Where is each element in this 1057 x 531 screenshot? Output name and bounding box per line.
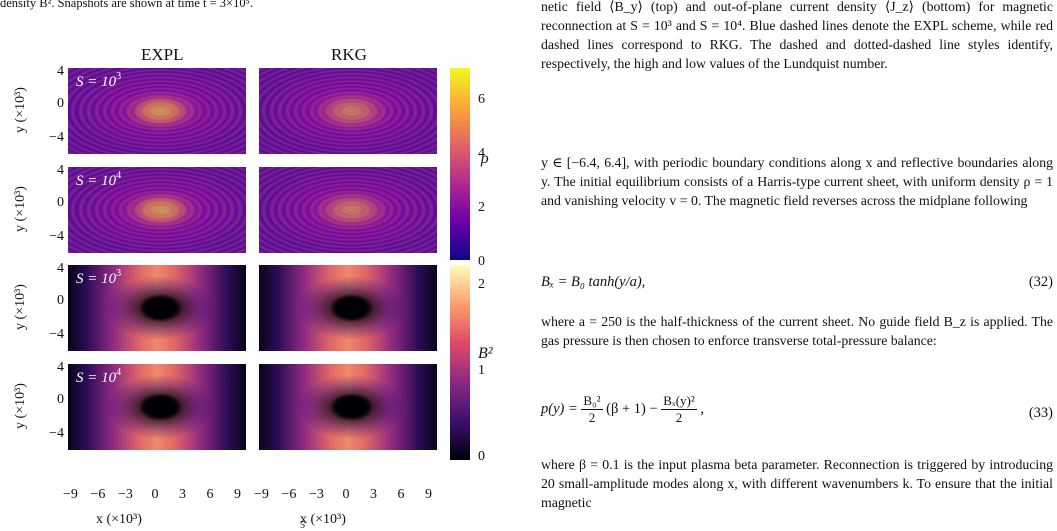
y-axis-label: y (×10³) <box>12 284 28 330</box>
colorbar-tick-label: 0 <box>478 449 485 464</box>
panel-rho-low-rkg <box>259 68 437 154</box>
y-tick-label: −4 <box>49 130 64 145</box>
paragraph-3-text: where β = 0.1 is the input plasma beta p… <box>541 457 1053 510</box>
panel-label-exponent: 3 <box>116 268 122 279</box>
equation-33-lhs: p(y) = <box>541 401 578 417</box>
x-axis-label-right: x (×10³) <box>300 512 346 527</box>
paragraph-2-text: where a = 250 is the half-thickness of t… <box>541 314 1053 348</box>
panel-B2-low-expl: S = 103 <box>68 265 246 351</box>
y-axis-label: y (×10³) <box>12 87 28 133</box>
panel-B2-high-expl: S = 104 <box>68 364 246 450</box>
frac2-denominator: 2 <box>675 410 683 425</box>
y-axis-label: y (×10³) <box>12 186 28 232</box>
x-tick-label: 9 <box>425 487 432 502</box>
x-tick-label: 3 <box>179 487 186 502</box>
column-title-rkg: RKG <box>331 45 367 64</box>
panel-label-exponent: 4 <box>116 170 122 181</box>
right-caption-text: netic field ⟨B_y⟩ (top) and out-of-plane… <box>541 0 1053 71</box>
x-tick-label: 6 <box>206 487 214 502</box>
colorbar-tick-label: 2 <box>478 200 485 215</box>
x-tick-label: −9 <box>63 487 78 502</box>
equation-32-body: Bₓ = B₀ tanh(y/a), <box>541 274 646 290</box>
paragraph-1-text: y ∈ [−6.4, 6.4], with periodic boundary … <box>541 155 1053 208</box>
x-tick-label: 6 <box>397 487 405 502</box>
frac2-numerator: Bₓ(y)² <box>661 393 697 410</box>
paragraph-2: where a = 250 is the half-thickness of t… <box>541 312 1053 350</box>
y-tick-label: 4 <box>57 64 64 79</box>
x-tick-label: −3 <box>309 487 324 502</box>
x-tick-label: −6 <box>281 487 297 502</box>
bottom-caption-fragment: 5 <box>300 520 305 531</box>
right-caption: netic field ⟨B_y⟩ (top) and out-of-plane… <box>541 0 1053 73</box>
x-tick-label: −9 <box>254 487 269 502</box>
colorbar-tick-label: 4 <box>478 146 485 161</box>
frac1-numerator: B₀² <box>581 393 603 410</box>
colorbar-rho <box>450 68 470 260</box>
y-tick-label: 0 <box>57 195 64 210</box>
panel-label: S = 104 <box>76 170 121 190</box>
equation-33-fraction-2: Bₓ(y)² 2 <box>661 393 697 426</box>
panel-B2-high-rkg <box>259 364 437 450</box>
x-tick-label: 0 <box>342 487 350 502</box>
panel-rho-high-rkg <box>259 167 437 253</box>
panel-label-main: S = 10 <box>76 271 117 287</box>
x-tick-label: −6 <box>90 487 106 502</box>
colorbar-b2 <box>450 265 470 460</box>
y-tick-label: 4 <box>57 261 64 276</box>
x-tick-label: 3 <box>370 487 377 502</box>
y-tick-label: 4 <box>57 360 64 375</box>
panel-label: S = 103 <box>76 71 121 91</box>
y-axis-label: y (×10³) <box>12 383 28 429</box>
equation-32-number: (32) <box>1028 274 1053 290</box>
y-tick-label: 4 <box>57 163 64 178</box>
colorbar-tick-label: 1 <box>478 363 485 378</box>
colorbar-tick-label: 6 <box>478 92 485 107</box>
colorbar-b2-label: B² <box>478 345 493 362</box>
panel-B2-low-rkg <box>259 265 437 351</box>
y-tick-label: −4 <box>49 426 64 441</box>
y-tick-label: 0 <box>57 392 64 407</box>
y-tick-label: 0 <box>57 96 64 111</box>
panel-label: S = 104 <box>76 367 121 387</box>
figure-caption-fragment: density B². Snapshots are shown at time … <box>0 0 254 10</box>
panel-rho-low-expl: S = 103 <box>68 68 246 154</box>
panel-label-exponent: 3 <box>116 71 122 82</box>
equation-33-number: (33) <box>1028 405 1053 421</box>
equation-33: p(y) = B₀² 2 (β + 1) − Bₓ(y)² 2 , (33) <box>541 393 1053 426</box>
colorbar-rho-label: ρ <box>481 150 489 167</box>
x-tick-label: 0 <box>151 487 159 502</box>
equation-33-end: , <box>700 401 705 417</box>
y-tick-label: −4 <box>49 229 64 244</box>
y-tick-label: −4 <box>49 327 64 342</box>
panel-label-exponent: 4 <box>116 367 122 378</box>
equation-33-fraction-1: B₀² 2 <box>581 393 603 426</box>
frac1-denominator: 2 <box>588 410 596 425</box>
column-title-expl: EXPL <box>141 45 184 64</box>
x-tick-label: 9 <box>234 487 241 502</box>
y-tick-label: 0 <box>57 293 64 308</box>
colorbar-tick-label: 2 <box>478 277 485 292</box>
colorbar-tick-label: 0 <box>478 254 485 269</box>
x-tick-label: −3 <box>118 487 133 502</box>
equation-32: Bₓ = B₀ tanh(y/a), (32) <box>541 274 1053 291</box>
panel-label-main: S = 10 <box>76 370 117 386</box>
x-axis-label-left: x (×10³) <box>96 512 142 527</box>
paragraph-3: where β = 0.1 is the input plasma beta p… <box>541 455 1053 512</box>
panel-label: S = 103 <box>76 268 121 288</box>
paragraph-1: y ∈ [−6.4, 6.4], with periodic boundary … <box>541 153 1053 210</box>
equation-33-mid: (β + 1) − <box>606 401 658 417</box>
panel-label-main: S = 10 <box>76 173 117 189</box>
panel-rho-high-expl: S = 104 <box>68 167 246 253</box>
panel-label-main: S = 10 <box>76 74 117 90</box>
